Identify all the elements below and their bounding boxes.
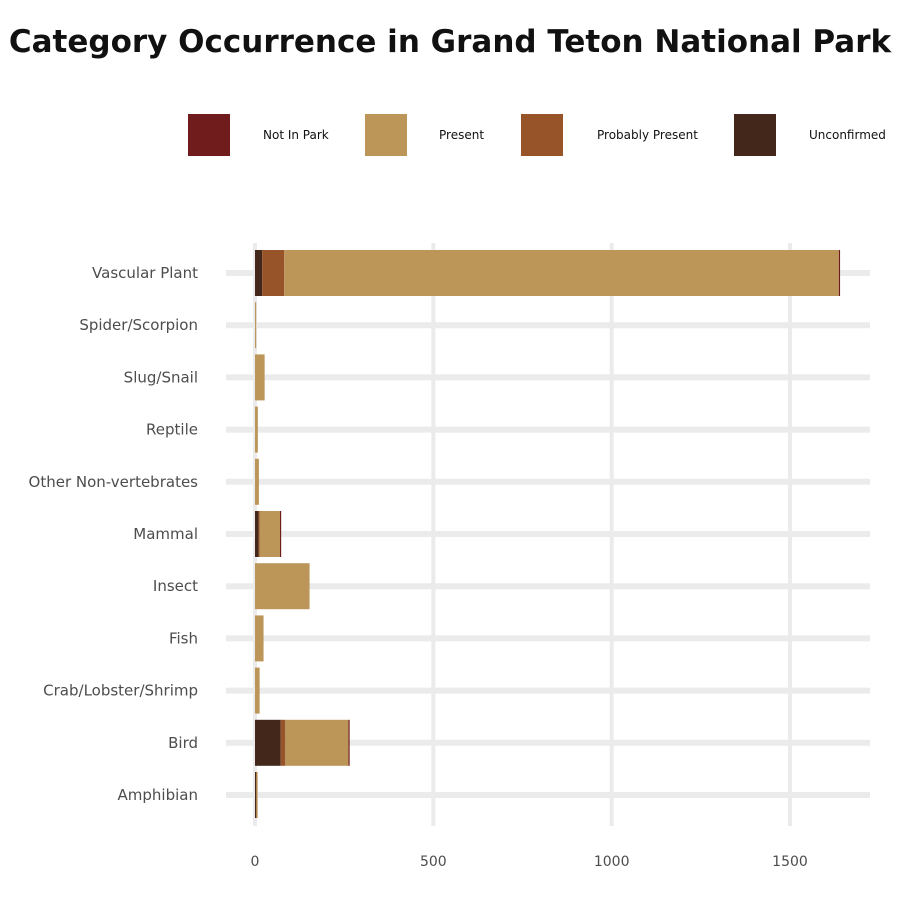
bar-segment [256,772,258,818]
y-tick-label: Bird [168,734,198,752]
y-tick-label: Crab/Lobster/Shrimp [43,682,198,700]
chart-title: Category Occurrence in Grand Teton Natio… [8,24,892,60]
x-tick-label: 0 [251,854,260,870]
bar-segment [255,719,281,766]
y-tick-label: Vascular Plant [92,264,198,282]
bar-segment [838,250,841,296]
bar-segment [255,615,264,662]
legend-swatch [365,114,407,156]
bar-segment [255,772,257,818]
bar-segment [280,719,286,766]
y-tick-label: Slug/Snail [124,368,198,386]
bar-segment [255,250,263,296]
bar-segment [255,458,259,505]
legend-item-present [365,114,407,156]
bar-segment [255,563,310,610]
bar-segment [255,667,260,714]
x-tick-label: 1500 [772,854,808,870]
legend-label: Present [439,128,485,142]
x-tick-label: 1000 [594,854,630,870]
y-tick-label: Reptile [146,421,198,439]
bar-segment [262,250,285,296]
legend-item-unconfirmed [734,114,776,156]
bar-segment [279,511,282,557]
bar-segment [255,302,257,349]
x-tick-label: 500 [420,854,447,870]
y-tick-label: Amphibian [118,786,198,804]
y-tick-label: Mammal [133,525,198,543]
bar-segment [348,719,350,766]
legend-item-not-in-park [188,114,230,156]
y-tick-label: Spider/Scorpion [79,316,198,334]
bar-segment [259,511,280,557]
y-tick-label: Insect [153,577,198,595]
legend-label: Unconfirmed [809,128,886,142]
bar-segment [258,511,260,557]
legend-label: Probably Present [597,128,698,142]
legend-item-probably-present [521,114,563,156]
bar-segment [255,511,259,557]
legend-swatch [521,114,563,156]
bar-segment [255,354,265,401]
legend: Not In Park Present Probably Present Unc… [0,114,900,158]
bar-segment [284,250,839,296]
y-tick-label: Other Non-vertebrates [29,473,199,491]
bar-segment [255,406,258,453]
legend-label: Not In Park [263,128,329,142]
y-tick-label: Fish [169,629,198,647]
bar-segment [285,719,349,766]
legend-swatch [188,114,230,156]
legend-swatch [734,114,776,156]
